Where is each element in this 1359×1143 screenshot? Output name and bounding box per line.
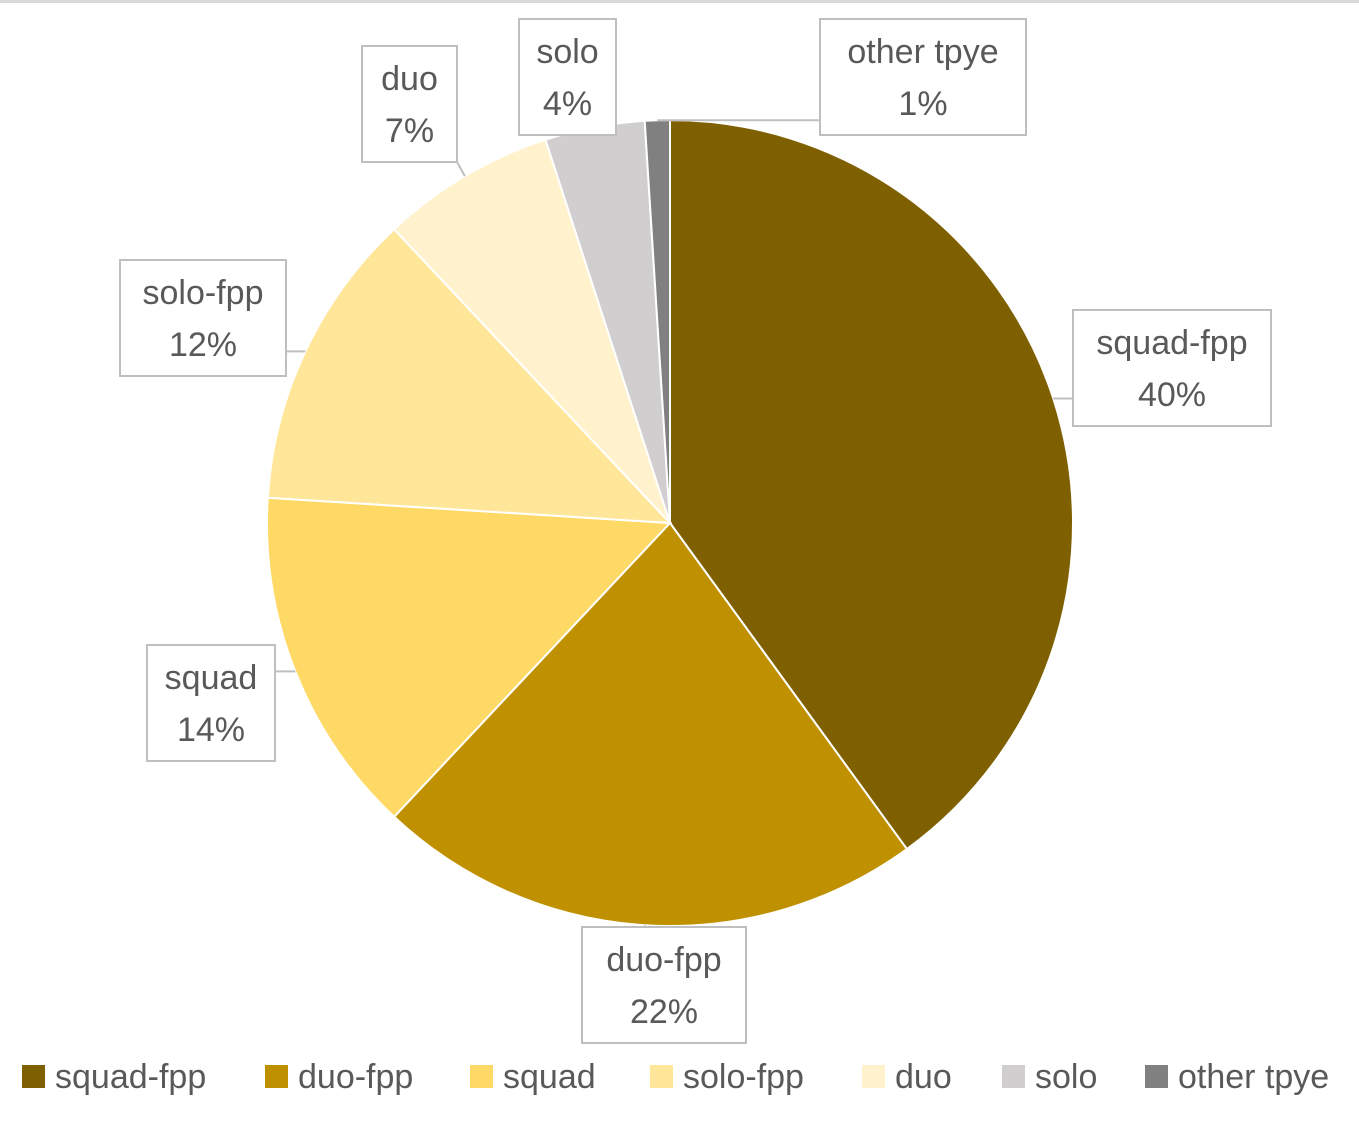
data-label-duo: duo 7% (361, 45, 458, 163)
slice-squad-fpp (669, 118, 1074, 851)
data-label-squad-fpp: squad-fpp 40% (1072, 309, 1272, 427)
data-label-category-squad: squad (165, 659, 258, 697)
legend-swatch-solo (1002, 1065, 1025, 1088)
data-label-category-duo-fpp: duo-fpp (606, 941, 721, 979)
data-label-box-duo (361, 45, 458, 163)
data-label-value-squad-fpp: 40% (1138, 376, 1206, 414)
legend-swatch-duo (862, 1065, 885, 1088)
data-label-value-solo: 4% (543, 85, 592, 123)
legend-item-other-tpye: other tpye (1145, 1058, 1329, 1096)
data-label-category-duo: duo (381, 60, 438, 98)
data-label-box-solo (518, 18, 617, 136)
legend-label-other-tpye: other tpye (1178, 1058, 1329, 1096)
leader-line-duo (456, 161, 466, 177)
legend-swatch-other-tpye (1145, 1065, 1168, 1088)
legend-swatch-squad-fpp (22, 1065, 45, 1088)
legend-label-solo: solo (1035, 1058, 1097, 1096)
data-label-box-solo-fpp (119, 259, 287, 377)
slice-duo-fpp (392, 521, 909, 927)
data-label-category-solo: solo (536, 33, 598, 71)
legend-label-duo-fpp: duo-fpp (298, 1058, 413, 1096)
legend-label-squad-fpp: squad-fpp (55, 1058, 206, 1096)
data-label-value-squad: 14% (177, 711, 245, 749)
legend-swatch-duo-fpp (265, 1065, 288, 1088)
data-label-solo: solo 4% (518, 18, 617, 136)
data-label-duo-fpp: duo-fpp 22% (581, 926, 747, 1044)
data-label-value-other-tpye: 1% (898, 85, 947, 123)
legend-item-squad: squad (470, 1058, 596, 1096)
data-label-squad: squad 14% (146, 644, 276, 762)
legend-item-duo-fpp: duo-fpp (265, 1058, 413, 1096)
data-labels: squad-fpp 40% duo-fpp 22% squad 14% solo-fpp 12… (119, 18, 1272, 1044)
data-label-box-squad-fpp (1072, 309, 1272, 427)
data-label-box-duo-fpp (581, 926, 747, 1044)
data-label-box-squad (146, 644, 276, 762)
data-label-box-other-tpye (819, 18, 1027, 136)
legend-swatch-squad (470, 1065, 493, 1088)
legend: squad-fpp duo-fpp squad solo-fpp duo solo othe… (22, 1058, 1329, 1096)
pie-slices (266, 118, 1074, 927)
legend-item-solo: solo (1002, 1058, 1097, 1096)
data-label-value-duo-fpp: 22% (630, 993, 698, 1031)
data-label-other-tpye: other tpye 1% (819, 18, 1027, 136)
legend-item-squad-fpp: squad-fpp (22, 1058, 206, 1096)
slice-duo (392, 138, 671, 524)
data-label-solo-fpp: solo-fpp 12% (119, 259, 287, 377)
data-label-category-solo-fpp: solo-fpp (143, 274, 264, 312)
legend-label-solo-fpp: solo-fpp (683, 1058, 804, 1096)
slice-squad (266, 496, 673, 819)
legend-label-duo: duo (895, 1058, 952, 1096)
data-label-category-other-tpye: other tpye (847, 33, 998, 71)
slice-solo-fpp (266, 227, 673, 525)
data-label-category-squad-fpp: squad-fpp (1096, 324, 1247, 362)
legend-item-duo: duo (862, 1058, 952, 1096)
data-label-value-solo-fpp: 12% (169, 326, 237, 364)
legend-swatch-solo-fpp (650, 1065, 673, 1088)
data-label-value-duo: 7% (385, 112, 434, 150)
legend-item-solo-fpp: solo-fpp (650, 1058, 804, 1096)
legend-label-squad: squad (503, 1058, 596, 1096)
top-border (0, 0, 1359, 3)
